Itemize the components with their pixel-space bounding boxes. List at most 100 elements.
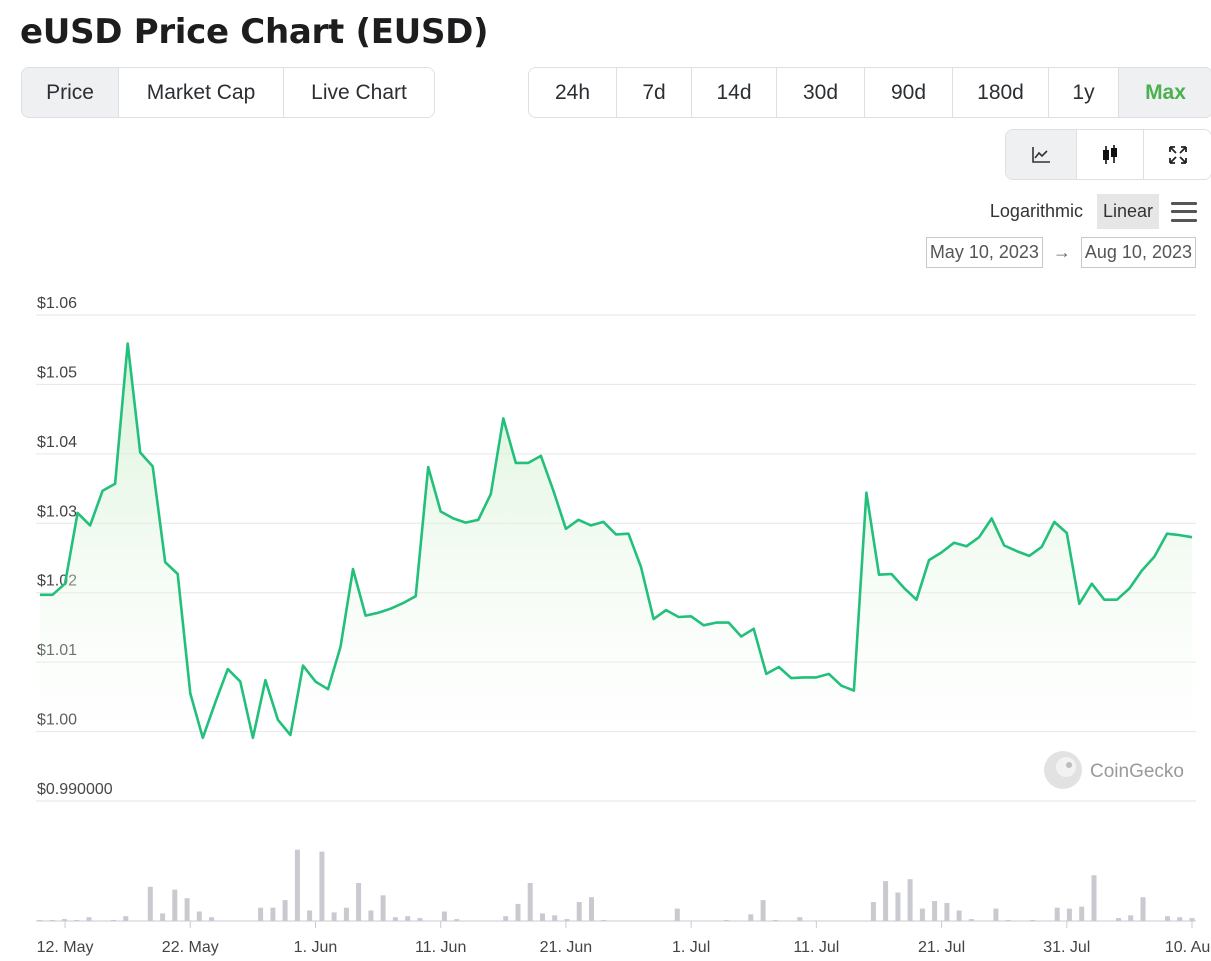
volume-bar	[356, 883, 362, 921]
volume-bar	[564, 919, 570, 921]
volume-bar	[993, 908, 999, 921]
line-chart-icon	[1032, 146, 1050, 163]
range-max[interactable]: Max	[1119, 68, 1211, 117]
x-tick-label: 10. Aug	[1165, 939, 1211, 956]
volume-bar	[258, 907, 264, 921]
scale-selector: Logarithmic Linear	[984, 194, 1197, 229]
range-24h[interactable]: 24h	[529, 68, 617, 117]
volume-bar	[503, 916, 509, 921]
x-tick-label: 12. May	[37, 939, 94, 956]
volume-bar	[674, 908, 680, 921]
volume-bar	[1128, 915, 1134, 921]
chart-view-selector	[1005, 129, 1211, 180]
volume-bar	[123, 916, 129, 921]
volume-bar	[441, 911, 447, 921]
volume-bar	[797, 917, 803, 921]
volume-bar	[1079, 906, 1085, 921]
volume-bar	[1165, 916, 1170, 921]
time-range-selector: 24h 7d 14d 30d 90d 180d 1y Max	[528, 67, 1211, 118]
date-arrow: →	[1052, 242, 1071, 262]
volume-bar	[1054, 907, 1060, 921]
volume-bar	[1189, 918, 1195, 921]
volume-bar	[380, 895, 386, 921]
x-tick-label: 31. Jul	[1043, 939, 1090, 956]
hamburger-menu-icon[interactable]	[1171, 201, 1197, 222]
volume-bar	[209, 917, 215, 921]
tab-live-chart[interactable]: Live Chart	[284, 68, 434, 117]
tab-price[interactable]: Price	[22, 68, 119, 117]
x-tick-label: 1. Jun	[294, 939, 338, 956]
volume-bar	[454, 919, 460, 921]
fullscreen-icon	[1168, 145, 1187, 164]
scale-linear[interactable]: Linear	[1096, 194, 1159, 229]
x-tick-label: 1. Jul	[672, 939, 710, 956]
volume-bar	[968, 919, 974, 921]
price-line[interactable]	[40, 342, 1193, 740]
volume-bar	[147, 886, 153, 921]
range-180d[interactable]: 180d	[953, 68, 1049, 117]
volume-bar	[1066, 908, 1072, 921]
y-tick-label: $1.03	[37, 503, 77, 520]
volume-bar	[86, 917, 92, 921]
volume-bar	[405, 916, 411, 921]
y-tick-label: $1.05	[37, 364, 77, 381]
volume-bar	[944, 902, 950, 921]
volume-bar	[1177, 917, 1183, 921]
volume-bar	[343, 907, 349, 921]
y-tick-label: $1.04	[37, 434, 77, 451]
volume-bar	[160, 913, 166, 921]
range-14d[interactable]: 14d	[692, 68, 777, 117]
coingecko-wordmark: CoinGecko	[1090, 761, 1184, 782]
volume-bar	[1091, 875, 1097, 921]
scale-logarithmic[interactable]: Logarithmic	[989, 201, 1083, 221]
x-tick-label: 11. Jun	[415, 939, 466, 956]
range-1y[interactable]: 1y	[1049, 68, 1119, 117]
candlestick-icon	[1103, 144, 1117, 164]
volume-bar	[895, 892, 901, 921]
volume-bar	[62, 919, 67, 921]
volume-bar	[919, 908, 925, 921]
volume-bar	[196, 911, 202, 921]
volume-bar	[589, 897, 594, 921]
volume-bar	[907, 879, 913, 921]
volume-bar	[331, 912, 337, 921]
range-7d[interactable]: 7d	[617, 68, 692, 117]
volume-bar	[956, 910, 962, 921]
coingecko-watermark: CoinGecko	[1044, 751, 1184, 789]
y-tick-label: $1.06	[37, 295, 77, 312]
volume-bar	[552, 915, 558, 921]
date-range: May 10, 2023 → Aug 10, 2023	[925, 237, 1196, 268]
tab-market-cap[interactable]: Market Cap	[119, 68, 284, 117]
volume-bar	[184, 898, 190, 921]
volume-bar	[1140, 897, 1146, 921]
x-tick-label: 22. May	[162, 939, 219, 956]
volume-bar	[270, 907, 276, 921]
fullscreen-button[interactable]	[1144, 130, 1211, 179]
x-tick-label: 11. Jul	[793, 939, 839, 956]
volume-bar	[282, 900, 288, 921]
chart-type-tabs: Price Market Cap Live Chart	[21, 67, 435, 118]
line-chart-button[interactable]	[1006, 130, 1077, 179]
date-from-input[interactable]: May 10, 2023	[925, 237, 1043, 268]
volume-bar	[368, 910, 374, 921]
candlestick-button[interactable]	[1077, 130, 1144, 179]
range-90d[interactable]: 90d	[865, 68, 953, 117]
price-area-fill	[40, 343, 1192, 801]
range-30d[interactable]: 30d	[777, 68, 865, 117]
x-tick-label: 21. Jun	[540, 939, 592, 956]
volume-bar	[307, 910, 313, 921]
volume-bar	[1116, 918, 1121, 921]
volume-bar	[172, 889, 178, 921]
volume-bar	[883, 881, 889, 921]
volume-bar	[932, 901, 938, 921]
volume-bar	[319, 851, 325, 921]
volume-bar	[870, 902, 876, 921]
date-to-input[interactable]: Aug 10, 2023	[1080, 237, 1196, 268]
volume-bar	[294, 849, 300, 921]
volume-bar	[748, 914, 754, 921]
volume-bar	[576, 902, 582, 921]
volume-bar	[760, 900, 766, 921]
volume-bar	[392, 917, 398, 921]
x-axis-labels: 12. May 22. May 1. Jun 11. Jun 21. Jun 1. Jul…	[37, 921, 1211, 956]
